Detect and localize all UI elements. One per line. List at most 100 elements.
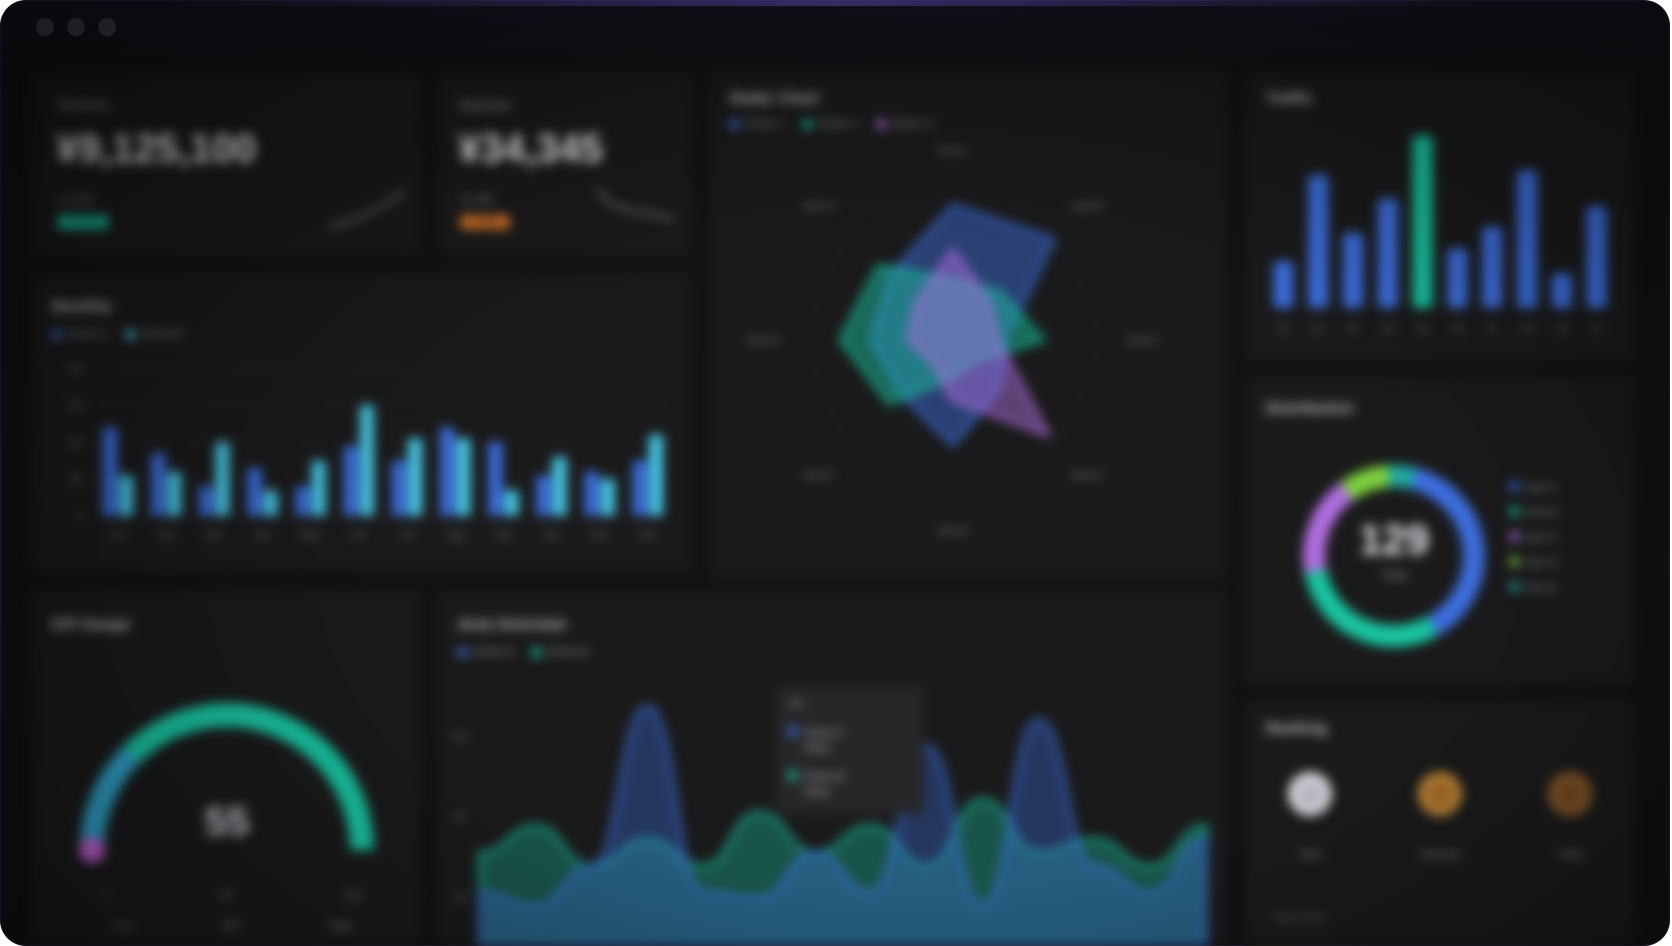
legend-item[interactable]: Item A xyxy=(1510,482,1558,494)
area-card: Area Overview Series A Series B 300 200 10… xyxy=(436,590,1228,946)
bar xyxy=(648,434,663,516)
radar-axis-label: Axis C xyxy=(1127,335,1159,347)
radar-legend: Series 1 Series 2 Series 3 xyxy=(730,118,932,130)
x-tick-label: Sep xyxy=(495,530,513,541)
y-tick-label: 100 xyxy=(67,475,84,486)
bar xyxy=(1377,198,1398,308)
card-title: Distribution xyxy=(1266,400,1354,417)
legend-item[interactable]: Item E xyxy=(1510,582,1558,594)
bar xyxy=(632,460,647,516)
medal-icon xyxy=(1548,772,1592,816)
x-tick-label: Dec xyxy=(639,530,657,541)
tooltip-row: Series B Value xyxy=(788,770,845,800)
x-tick-label: 08 xyxy=(1521,324,1533,335)
card-title: Monthly xyxy=(52,298,112,315)
gauge-tick: 50 xyxy=(219,890,232,902)
bar xyxy=(600,479,615,516)
legend-item[interactable]: Series 2 xyxy=(803,118,859,130)
card-title: Radar Chart xyxy=(730,90,820,107)
legend-item[interactable]: Series A xyxy=(52,328,108,340)
bar xyxy=(359,405,374,516)
radar-card: Radar Chart Series 1 Series 2 Series 3 A… xyxy=(708,70,1228,580)
card-title: KPI Gauge xyxy=(52,616,131,633)
legend-item[interactable]: Series 1 xyxy=(730,118,785,130)
legend-item[interactable]: Series B xyxy=(531,646,589,658)
gauge-sub-label: High xyxy=(329,920,352,932)
bar xyxy=(199,486,214,516)
ranking-item[interactable]: Third xyxy=(1520,764,1620,861)
bar xyxy=(456,438,471,516)
x-tick-label: Oct xyxy=(544,530,560,541)
ranking-name: Second xyxy=(1421,849,1459,861)
donut-slice xyxy=(1388,465,1417,490)
gauge-chart xyxy=(79,703,374,863)
card-title: Area Overview xyxy=(458,616,567,633)
bar xyxy=(1517,170,1537,308)
bar xyxy=(408,438,423,516)
y-tick-label: 300 xyxy=(451,732,468,743)
radar-axis-label: Axis B xyxy=(1072,201,1103,213)
bar xyxy=(1551,273,1572,308)
bar xyxy=(584,471,599,516)
y-tick-label: 300 xyxy=(67,401,84,412)
donut-center-value: 129 xyxy=(1358,516,1430,563)
bar xyxy=(167,471,182,516)
ranking-item[interactable]: First xyxy=(1260,764,1360,861)
x-tick-label: Jul xyxy=(401,530,414,541)
legend-item[interactable]: Item D xyxy=(1510,557,1558,569)
x-tick-label: Apr xyxy=(255,530,271,541)
bar xyxy=(504,490,519,516)
ranking-list: First Second Third xyxy=(1260,764,1620,861)
x-tick-label: 09 xyxy=(1556,324,1568,335)
gauge-scale: 0 50 100 xyxy=(102,890,362,902)
bar xyxy=(215,442,230,516)
x-tick-label: Jan xyxy=(110,530,126,541)
traffic-bar-chart: 01 02 03 04 05 06 07 08 09 10 xyxy=(1273,135,1607,335)
view-more-link[interactable]: View more xyxy=(1274,912,1326,924)
x-tick-label: 10 xyxy=(1591,324,1603,335)
legend-item[interactable]: Item B xyxy=(1510,507,1558,519)
legend-item[interactable]: Series 3 xyxy=(876,118,932,130)
bar xyxy=(488,442,503,516)
bar xyxy=(343,445,358,516)
card-title: Ranking xyxy=(1266,720,1328,737)
radar-axis-label: Axis E xyxy=(937,525,968,537)
y-tick-label: 400 xyxy=(67,364,84,375)
bar xyxy=(1586,206,1607,308)
bar xyxy=(151,453,166,516)
radar-chart: Axis A Axis B Axis C Axis D Axis E Axis F Axis… xyxy=(747,145,1159,537)
legend-item[interactable]: Item C xyxy=(1510,532,1558,544)
ranking-name: First xyxy=(1299,849,1321,861)
kpi-card-expense[interactable]: Expense ¥34,345 vs last -4.2% xyxy=(436,72,694,257)
monthly-bar-chart: 400 300 200 100 0 Jan Feb Mar Apr May Jun Jul Aug Sep… xyxy=(67,364,672,541)
x-tick-label: 07 xyxy=(1487,324,1499,335)
bar xyxy=(295,486,310,516)
gauge-sub-labels: Low Mid High xyxy=(112,920,352,932)
x-tick-label: May xyxy=(301,530,320,541)
bar xyxy=(263,490,278,516)
ranking-item[interactable]: Second xyxy=(1390,764,1490,861)
ranking-card: Ranking First Second Third View more xyxy=(1244,700,1634,946)
legend-item[interactable]: Series A xyxy=(458,646,514,658)
bar xyxy=(1308,174,1329,308)
kpi-sparkline-down xyxy=(597,187,675,221)
kpi-delta-label: vs last xyxy=(58,192,93,206)
bar xyxy=(1273,261,1294,308)
radar-axis-label: Axis F xyxy=(803,469,834,481)
x-tick-label: Mar xyxy=(206,530,224,541)
x-tick-label: 01 xyxy=(1278,324,1290,335)
gauge-tick: 100 xyxy=(343,890,362,902)
area-legend: Series A Series B xyxy=(458,646,589,658)
x-tick-label: 04 xyxy=(1382,324,1394,335)
ranking-name: Third xyxy=(1557,849,1583,861)
kpi-card-revenue[interactable]: Revenue ¥9,125,100 vs last +12.4% xyxy=(32,72,422,257)
gauge-card: KPI Gauge 55 0 50 100 Low Mid High xyxy=(32,590,422,946)
bar xyxy=(1343,232,1363,308)
x-tick-label: 02 xyxy=(1313,324,1325,335)
gauge-sub-label: Mid xyxy=(221,920,240,932)
radar-axis-label: Axis G xyxy=(747,335,779,347)
legend-item[interactable]: Series B xyxy=(125,328,183,340)
gauge-sub-label: Low xyxy=(112,920,133,932)
traffic-card: Traffic 01 02 03 04 05 06 07 08 09 10 xyxy=(1244,72,1634,362)
